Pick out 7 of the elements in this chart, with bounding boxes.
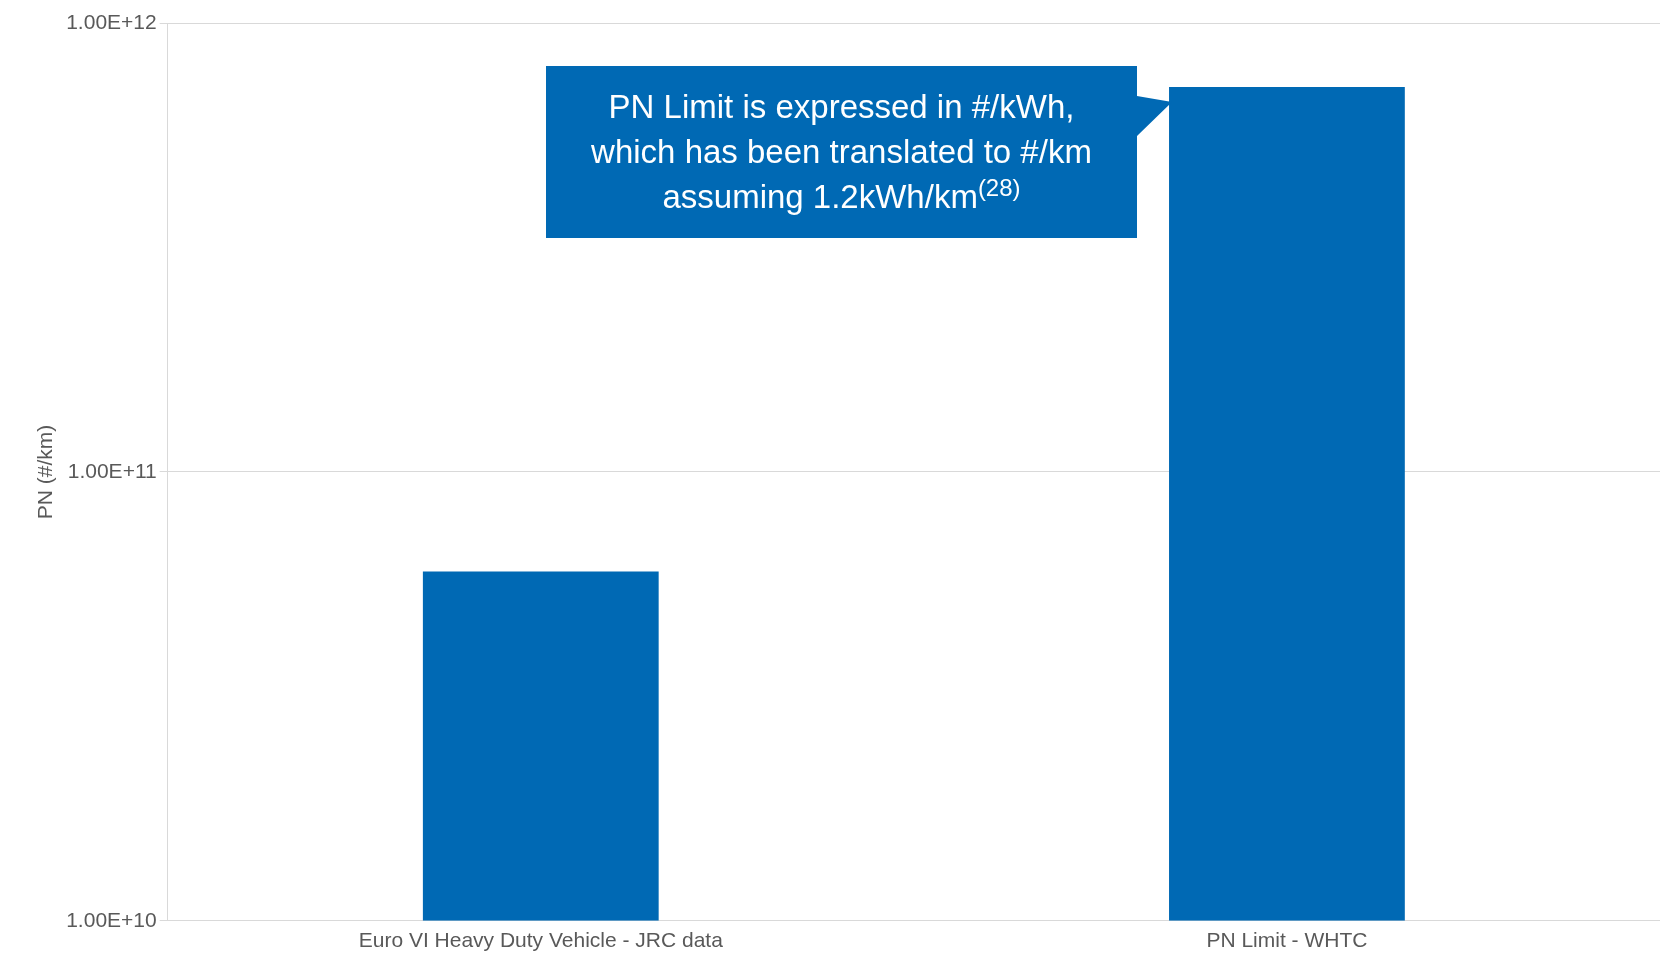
x-tick-label: PN Limit - WHTC bbox=[1206, 928, 1368, 952]
x-tick-label: Euro VI Heavy Duty Vehicle - JRC data bbox=[358, 928, 724, 952]
annotation: PN Limit is expressed in #/kWh, which has been translated to #/km assuming 1.2kWh/km$^{(28)}$ bbox=[590, 87, 1093, 217]
y-axis-title: PN (#/km) bbox=[33, 424, 57, 520]
y-tick-label: 1.00E+10 bbox=[66, 907, 157, 931]
y-tick-label: 1.00E+11 bbox=[67, 458, 157, 482]
y-tick-label: 1.00E+12 bbox=[66, 9, 157, 33]
